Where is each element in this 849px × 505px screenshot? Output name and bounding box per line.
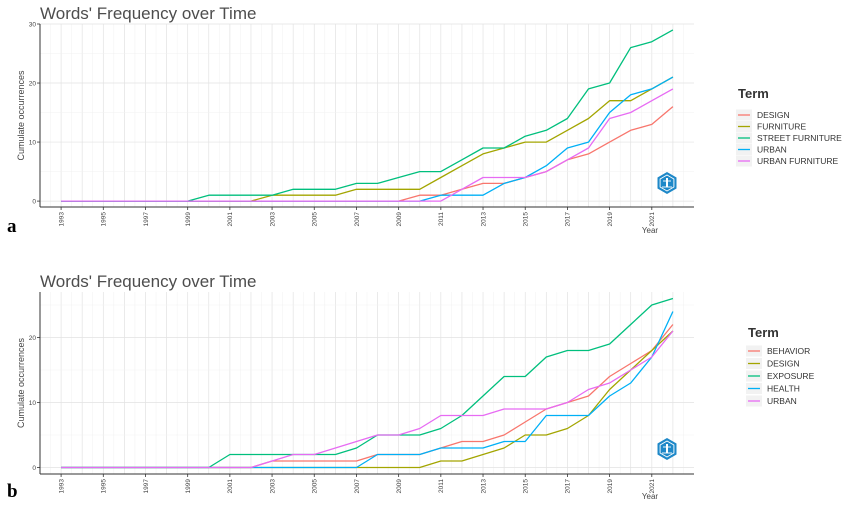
series-line-urban-furniture [61, 88, 674, 202]
x-tick-label: 1997 [143, 212, 150, 227]
x-tick-label: 2013 [480, 212, 487, 227]
legend-label: URBAN [757, 145, 787, 155]
legend-title: Term [738, 86, 769, 101]
legend-label: EXPOSURE [767, 371, 815, 381]
legend-label: FURNITURE [757, 122, 806, 132]
y-tick-label: 20 [29, 80, 37, 87]
x-tick-label: 2007 [354, 212, 361, 227]
panel-letter: a [7, 216, 17, 237]
y-tick-label: 0 [32, 465, 36, 472]
legend-item: URBAN [736, 144, 787, 155]
legend-item: EXPOSURE [746, 370, 815, 382]
chart-panel-b: Words' Frequency over Time 0 10 20 1993 1995 1… [7, 272, 815, 502]
x-tick-label: 2005 [312, 212, 319, 227]
x-tick-label: 2017 [565, 479, 572, 494]
x-axis-title: Year [642, 492, 659, 501]
legend-label: DESIGN [757, 110, 790, 120]
x-tick-label: 2013 [480, 479, 487, 494]
legend-label: STREET FURNITURE [757, 133, 842, 143]
series-line-urban [61, 330, 674, 469]
logo-icon [657, 172, 677, 194]
x-tick-label: 2017 [565, 212, 572, 227]
y-tick-label: 0 [32, 198, 36, 205]
x-tick-label: 2003 [269, 212, 276, 227]
legend-item: URBAN FURNITURE [736, 155, 839, 167]
chart-title: Words' Frequency over Time [40, 272, 256, 291]
x-tick-label: 1993 [58, 212, 65, 227]
x-tick-label: 1999 [185, 212, 192, 227]
logo-icon [657, 438, 677, 460]
x-tick-label: 2005 [312, 479, 319, 494]
legend-label: URBAN [767, 396, 797, 406]
panel-letter: b [7, 481, 18, 502]
y-axis-title: Cumulate occurrences [16, 337, 26, 428]
legend-title: Term [748, 325, 779, 340]
logo-tower [666, 444, 668, 453]
x-tick-label: 2015 [523, 479, 530, 494]
x-tick-label: 2003 [269, 479, 276, 494]
x-tick-label: 2015 [523, 212, 530, 227]
x-tick-label: 2019 [607, 212, 614, 227]
logo-inner-hexagon [659, 440, 675, 458]
legend-label: HEALTH [767, 384, 800, 394]
x-tick-label: 2019 [607, 479, 614, 494]
x-tick-label: 2001 [227, 212, 234, 227]
legend-item: STREET FURNITURE [736, 132, 842, 144]
x-tick-label: 2001 [227, 479, 234, 494]
x-tick-label: 1997 [143, 479, 150, 494]
x-tick-label: 1999 [185, 479, 192, 494]
y-tick-label: 20 [29, 335, 37, 342]
x-tick-label: 2011 [438, 479, 445, 493]
x-tick-label: 2007 [354, 479, 361, 494]
legend-item: DESIGN [736, 109, 790, 121]
legend-label: DESIGN [767, 359, 800, 369]
gridlines [40, 23, 694, 207]
gridlines [40, 292, 694, 474]
y-tick-label: 10 [29, 139, 37, 146]
y-tick-label: 30 [29, 21, 37, 28]
x-tick-label: 2011 [438, 212, 445, 226]
legend-item: BEHAVIOR [746, 345, 810, 357]
y-axis-title: Cumulate occurrences [16, 70, 26, 161]
x-axis-title: Year [642, 226, 659, 235]
legend-label: BEHAVIOR [767, 346, 810, 356]
x-tick-label: 2021 [649, 479, 656, 494]
logo-inner-hexagon [659, 174, 675, 192]
x-tick-label: 2009 [396, 479, 403, 494]
x-tick-label: 1993 [58, 479, 65, 494]
chart-panel-a: Words' Frequency over Time 0 10 20 30 1993 199… [7, 4, 842, 237]
legend-item: HEALTH [746, 383, 800, 394]
x-tick-label: 1995 [101, 479, 108, 494]
x-tick-label: 2009 [396, 212, 403, 227]
legend-item: URBAN [746, 395, 797, 407]
x-tick-label: 2021 [649, 212, 656, 227]
legend-item: FURNITURE [736, 121, 806, 132]
y-tick-label: 10 [29, 400, 37, 407]
x-tick-label: 1995 [101, 212, 108, 227]
logo-tower [666, 178, 668, 187]
chart-title: Words' Frequency over Time [40, 4, 256, 23]
legend: Term BEHAVIOR DESIGN EXPOSURE HEALTH URBAN [746, 325, 815, 407]
legend-item: DESIGN [746, 358, 800, 369]
legend-label: URBAN FURNITURE [757, 156, 839, 166]
